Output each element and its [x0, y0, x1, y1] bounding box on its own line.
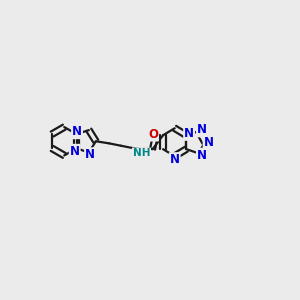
Text: N: N [184, 127, 194, 140]
Text: N: N [197, 123, 207, 136]
Text: N: N [197, 149, 207, 162]
Text: O: O [148, 128, 158, 141]
Text: N: N [70, 145, 80, 158]
Text: N: N [170, 153, 180, 166]
Text: N: N [204, 136, 214, 149]
Text: N: N [85, 148, 95, 161]
Text: NH: NH [133, 148, 150, 158]
Text: N: N [72, 125, 82, 138]
